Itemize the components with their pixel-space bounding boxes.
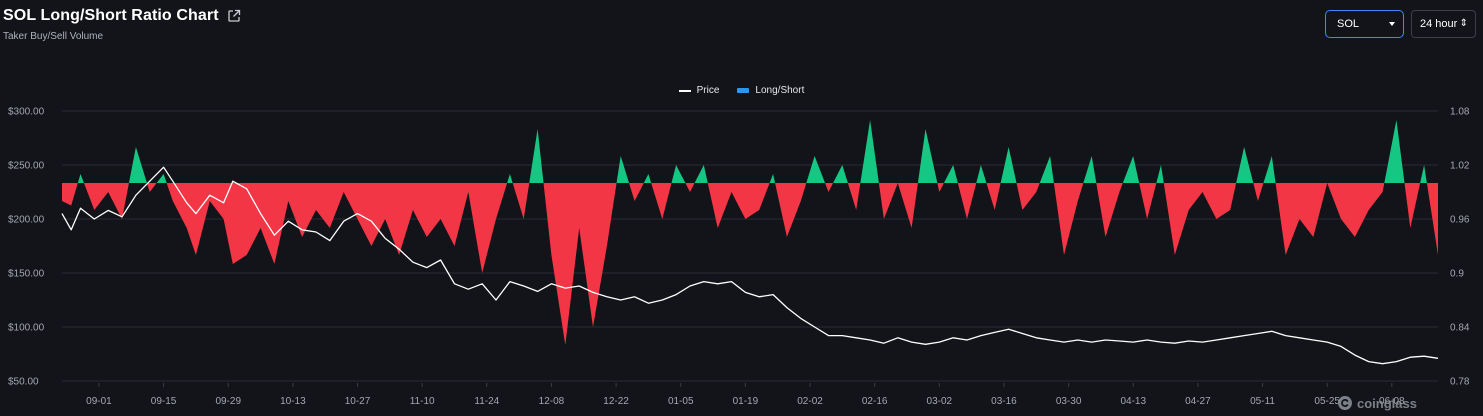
chevron-down-icon [1389,22,1395,26]
x-tick-label: 06-08 [1379,396,1405,407]
title-row: SOL Long/Short Ratio Chart [3,7,241,25]
x-tick-label: 05-11 [1250,396,1275,407]
external-link-icon[interactable] [227,9,241,23]
period-select-value: 24 hour [1420,18,1458,30]
legend-label-price: Price [696,85,720,96]
x-tick-label: 12-22 [603,396,629,407]
x-tick-label: 01-05 [668,396,694,407]
y-right-tick-label: 0.96 [1450,215,1470,226]
updown-arrows-icon: ⇕ [1459,18,1468,29]
page-subtitle: Taker Buy/Sell Volume [3,31,104,42]
y-right-tick-label: 0.84 [1450,323,1470,334]
y-left-tick-label: $50.00 [8,377,39,388]
legend-item-price[interactable]: Price [678,85,720,96]
coin-select[interactable]: SOL [1325,10,1404,38]
legend-item-long-short[interactable]: Long/Short [737,85,804,96]
x-tick-label: 09-29 [215,396,241,407]
legend-label-long-short: Long/Short [755,85,805,96]
price-line [61,166,1439,365]
x-tick-label: 02-16 [862,396,888,407]
y-left-tick-label: $150.00 [8,269,45,280]
x-tick-label: 11-24 [474,396,499,407]
y-left-tick-label: $200.00 [8,215,45,226]
watermark-text: coinglass [1357,395,1417,411]
x-tick-label: 11-10 [410,396,435,407]
x-tick-label: 03-16 [991,396,1017,407]
coin-select-value: SOL [1337,18,1360,30]
x-tick-label: 03-02 [927,396,953,407]
y-left-tick-label: $250.00 [8,161,45,172]
price-line-swatch [678,89,691,92]
chart-legend: Price Long/Short [0,85,1483,96]
coinglass-watermark: coinglass [1337,395,1417,411]
x-tick-label: 01-19 [733,396,759,407]
long-short-area-negative [62,183,1438,345]
x-tick-label: 04-13 [1120,396,1146,407]
x-tick-label: 05-25 [1314,396,1340,407]
y-left-tick-label: $100.00 [8,323,45,334]
x-tick-label: 10-27 [345,396,371,407]
x-tick-label: 09-01 [86,396,112,407]
x-tick-label: 02-02 [797,396,823,407]
x-tick-label: 09-15 [151,396,177,407]
page-title: SOL Long/Short Ratio Chart [3,7,219,24]
x-tick-label: 04-27 [1185,396,1211,407]
y-right-tick-label: 0.78 [1450,377,1470,388]
y-right-tick-label: 1.08 [1450,107,1470,118]
y-left-tick-label: $300.00 [8,107,45,118]
x-tick-label: 03-30 [1056,396,1082,407]
coinglass-logo-icon [1338,396,1352,410]
y-right-tick-label: 1.02 [1450,161,1470,172]
x-tick-label: 10-13 [280,396,306,407]
long-short-swatch [737,88,750,93]
y-right-tick-label: 0.9 [1450,269,1464,280]
x-tick-label: 12-08 [539,396,565,407]
period-select[interactable]: 24 hour ⇕ [1411,10,1476,38]
